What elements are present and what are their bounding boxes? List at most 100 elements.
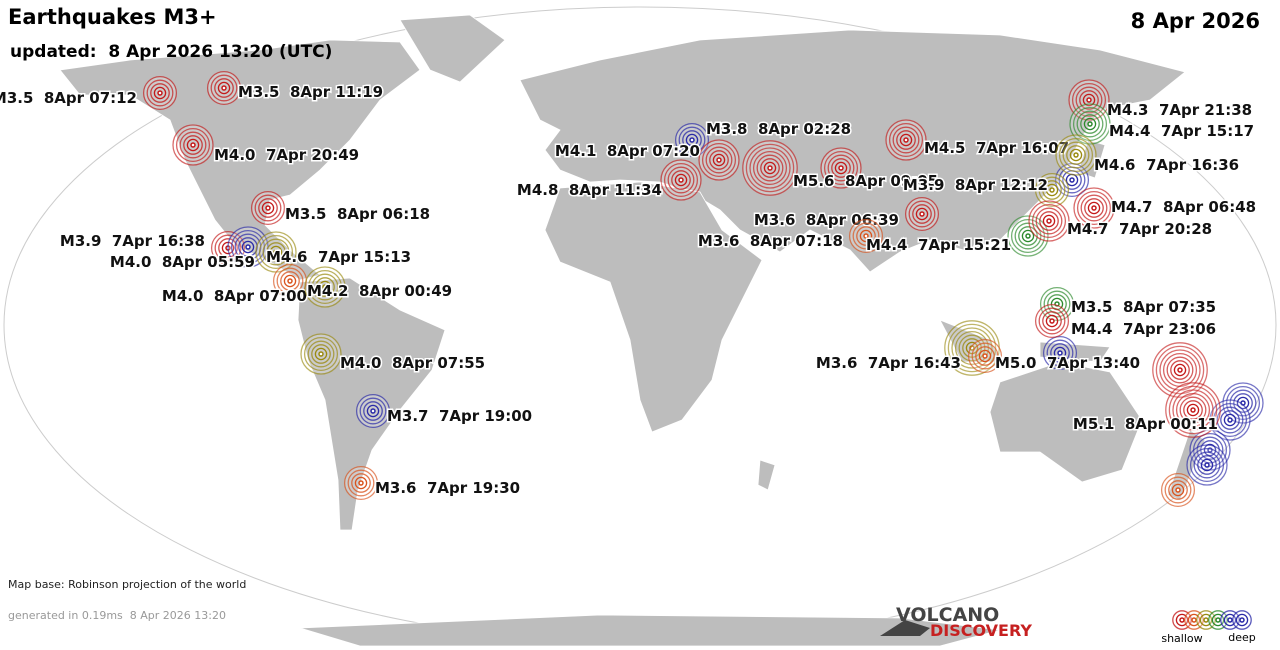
quake-label: M5.1 8Apr 00:11 (1073, 415, 1218, 433)
quake-center (358, 480, 364, 486)
quake-center (1091, 205, 1097, 211)
quake: M3.6 7Apr 19:30 (343, 465, 522, 501)
quake-ring (261, 201, 275, 215)
quake-ring (347, 469, 375, 497)
quake-label: M4.0 8Apr 05:59 (110, 253, 255, 271)
quake-center (1049, 318, 1055, 324)
quake-ring (1021, 229, 1035, 243)
quake: M4.4 7Apr 23:06 (1034, 303, 1218, 340)
quake-ring (712, 153, 726, 167)
quake-ring (241, 240, 255, 254)
map-base: Map base: Robinson projection of the wor… (8, 578, 246, 591)
quake-label: M3.6 7Apr 16:43 (816, 354, 961, 372)
quake-ring (1045, 183, 1059, 197)
quake-label: M3.8 8Apr 02:28 (706, 120, 851, 138)
quake: M5.6 8Apr 09:05 (742, 140, 940, 196)
quake-ring (1038, 307, 1066, 335)
quake-ring (269, 245, 283, 259)
quake-ring (214, 234, 242, 262)
quake-label: M4.4 7Apr 15:21 (866, 236, 1011, 254)
quake-ring (258, 234, 294, 270)
logo-top: VOLCANO (896, 604, 999, 626)
quake-label: M4.0 7Apr 20:49 (214, 146, 359, 164)
quake-ring (852, 222, 880, 250)
quake-ring (311, 273, 339, 301)
quake-center (1177, 367, 1183, 373)
quake-center (1086, 97, 1092, 103)
quake-label: M5.6 8Apr 09:05 (793, 172, 938, 190)
quake: M4.6 7Apr 16:36 (1055, 134, 1241, 176)
quake-ring (354, 476, 368, 490)
quake-label: M4.5 7Apr 16:07 (924, 139, 1069, 157)
quake-label: M5.0 7Apr 13:40 (995, 354, 1140, 372)
quake-ring (303, 336, 339, 372)
quake-ring (856, 226, 876, 246)
quake-center (689, 137, 695, 143)
quake-label: M4.6 7Apr 15:13 (266, 248, 411, 266)
quake-label: M4.0 8Apr 07:00 (162, 287, 307, 305)
quake-center (1215, 617, 1221, 623)
quake-ring (763, 161, 777, 175)
quake-ring (1038, 176, 1066, 204)
quake: M3.6 7Apr 16:43 (814, 320, 1000, 376)
quake-ring (1223, 613, 1237, 627)
quake-ring (146, 79, 174, 107)
quake-ring (1083, 117, 1097, 131)
quake-center (245, 244, 251, 250)
quake-ring (958, 334, 986, 362)
quake-center (678, 177, 684, 183)
quake-ring (1199, 613, 1213, 627)
quake-center (767, 165, 773, 171)
quake-ring (307, 269, 343, 305)
quake-ring (150, 83, 170, 103)
quake-center (838, 165, 844, 171)
quake-label: M4.0 8Apr 07:55 (340, 354, 485, 372)
quake-ring (1010, 218, 1046, 254)
quake-ring (1075, 86, 1103, 114)
quake-center (716, 157, 722, 163)
quake-label: M3.5 8Apr 06:18 (285, 205, 430, 223)
quake-center (273, 249, 279, 255)
quake-label: M4.7 7Apr 20:28 (1067, 220, 1212, 238)
quake-ring (756, 154, 784, 182)
logo-bottom: DISCOVERY (930, 621, 1032, 640)
quake-ring (1223, 413, 1237, 427)
quake-ring (701, 142, 737, 178)
quake-center (1057, 350, 1063, 356)
quake-center (370, 408, 376, 414)
quake-label: M4.2 8Apr 00:49 (307, 282, 452, 300)
quake-ring (831, 158, 851, 178)
quake-ring (186, 138, 200, 152)
quake-center (318, 351, 324, 357)
quake-ring (1187, 613, 1201, 627)
quake-ring (1087, 201, 1101, 215)
quake-ring (978, 349, 992, 363)
quake-ring (1211, 613, 1225, 627)
quake-ring (262, 238, 290, 266)
quake-ring (1164, 476, 1192, 504)
quake-ring (254, 194, 282, 222)
quake: M3.6 8Apr 07:18 (696, 218, 884, 254)
quake-center (1227, 617, 1233, 623)
quake: M4.4 7Apr 15:21 (865, 235, 1013, 256)
quake-ring (685, 133, 699, 147)
quake-ring (153, 86, 167, 100)
quake-center (1227, 417, 1233, 423)
quake-center (265, 205, 271, 211)
quake-ring (674, 173, 688, 187)
quake-label: M4.7 8Apr 06:48 (1111, 198, 1256, 216)
quake-ring (1186, 403, 1200, 417)
quake-ring (1183, 400, 1203, 420)
quakes: M3.5 8Apr 07:12 M3.5 8Apr 11:19 M4.0 7Apr … (0, 70, 1264, 508)
quake-ring (1066, 145, 1086, 165)
quake-center (1049, 187, 1055, 193)
quake-label: M3.5 8Apr 07:35 (1071, 298, 1216, 316)
quake: M4.0 8Apr 07:55 (300, 333, 487, 375)
quake-ring (760, 158, 780, 178)
quake-ring (1053, 346, 1067, 360)
quake-ring (1175, 613, 1189, 627)
quake-label: M3.9 8Apr 12:12 (903, 176, 1048, 194)
quake-ring (218, 238, 238, 258)
legend-deep: deep (1228, 631, 1256, 644)
